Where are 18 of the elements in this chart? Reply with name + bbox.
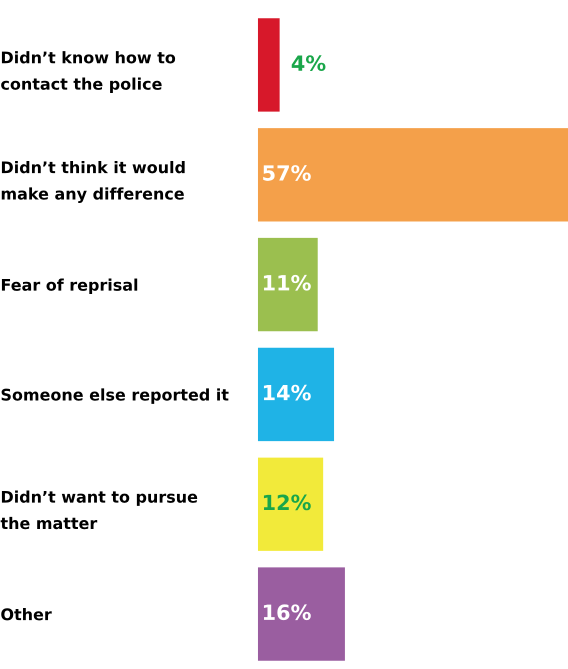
data-label: 12%: [264, 494, 311, 510]
data-label: 57%: [263, 165, 311, 181]
bar: [258, 458, 324, 551]
y-tick-label: Fear of reprisal: [2, 278, 138, 294]
y-tick-label: Someone else reported it: [2, 388, 229, 404]
bar: [258, 238, 318, 332]
data-label: 16%: [264, 604, 311, 620]
data-label: 4%: [292, 55, 326, 71]
data-label: 11%: [264, 274, 311, 291]
data-label: 14%: [264, 384, 311, 400]
bar: [258, 567, 345, 661]
bar: [258, 18, 280, 112]
y-tick-label: Other: [1, 608, 52, 620]
y-tick-label: Didn’t know how to contact the police: [1, 51, 176, 93]
bar: [258, 348, 334, 442]
y-tick-label: Didn’t think it would make any difference: [2, 160, 185, 203]
bar: [258, 128, 568, 222]
y-tick-label: Didn’t want to pursue the matter: [0, 490, 198, 530]
